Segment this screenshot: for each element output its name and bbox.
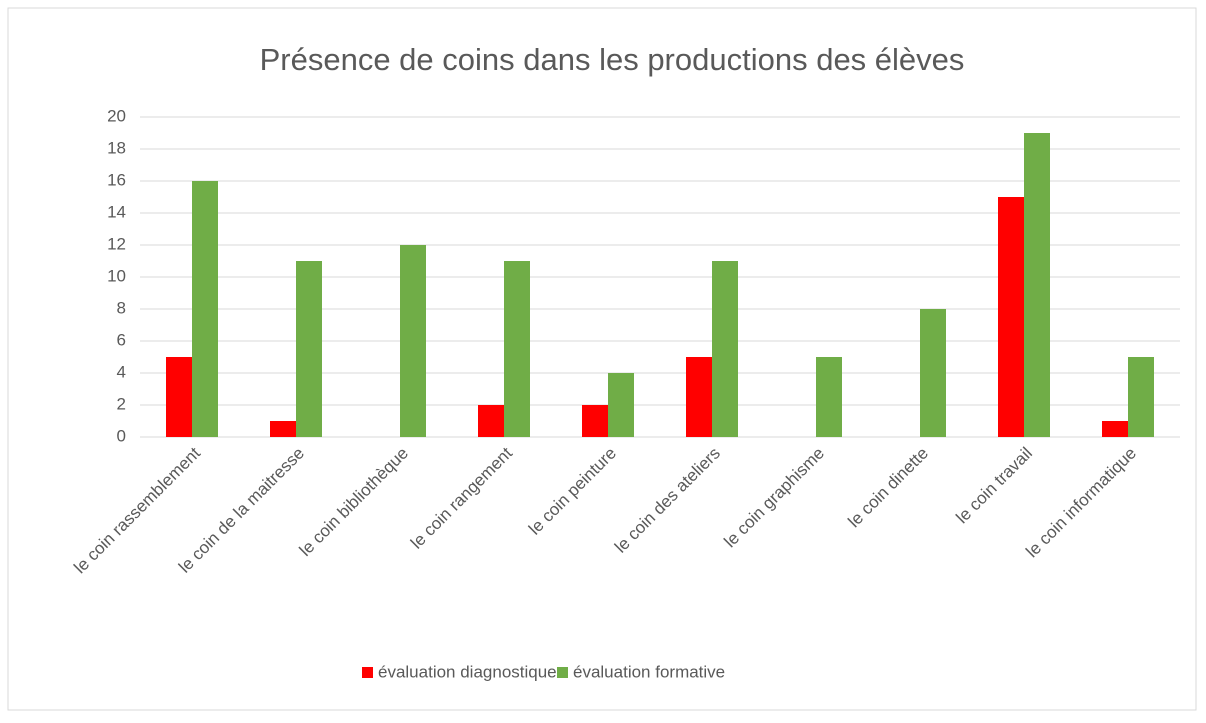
legend-swatch bbox=[362, 667, 373, 678]
y-tick-label: 20 bbox=[107, 106, 126, 125]
bar bbox=[582, 405, 608, 437]
y-tick-label: 0 bbox=[117, 426, 126, 445]
bar bbox=[686, 357, 712, 437]
bar bbox=[920, 309, 946, 437]
bar bbox=[296, 261, 322, 437]
y-tick-label: 2 bbox=[117, 394, 126, 413]
bar bbox=[478, 405, 504, 437]
legend-label: évaluation diagnostique bbox=[378, 662, 557, 681]
bar bbox=[166, 357, 192, 437]
bar bbox=[400, 245, 426, 437]
chart-title: Présence de coins dans les productions d… bbox=[260, 42, 965, 77]
y-tick-label: 8 bbox=[117, 298, 126, 317]
y-tick-label: 16 bbox=[107, 170, 126, 189]
bar bbox=[816, 357, 842, 437]
bar bbox=[608, 373, 634, 437]
y-tick-label: 12 bbox=[107, 234, 126, 253]
bar bbox=[192, 181, 218, 437]
bar bbox=[998, 197, 1024, 437]
bar bbox=[270, 421, 296, 437]
bar bbox=[504, 261, 530, 437]
bar bbox=[712, 261, 738, 437]
y-tick-label: 4 bbox=[117, 362, 126, 381]
legend-swatch bbox=[557, 667, 568, 678]
y-tick-label: 10 bbox=[107, 266, 126, 285]
bar bbox=[1024, 133, 1050, 437]
y-tick-label: 18 bbox=[107, 138, 126, 157]
bar bbox=[1128, 357, 1154, 437]
y-tick-label: 6 bbox=[117, 330, 126, 349]
y-tick-label: 14 bbox=[107, 202, 126, 221]
bar bbox=[1102, 421, 1128, 437]
legend-label: évaluation formative bbox=[573, 662, 725, 681]
